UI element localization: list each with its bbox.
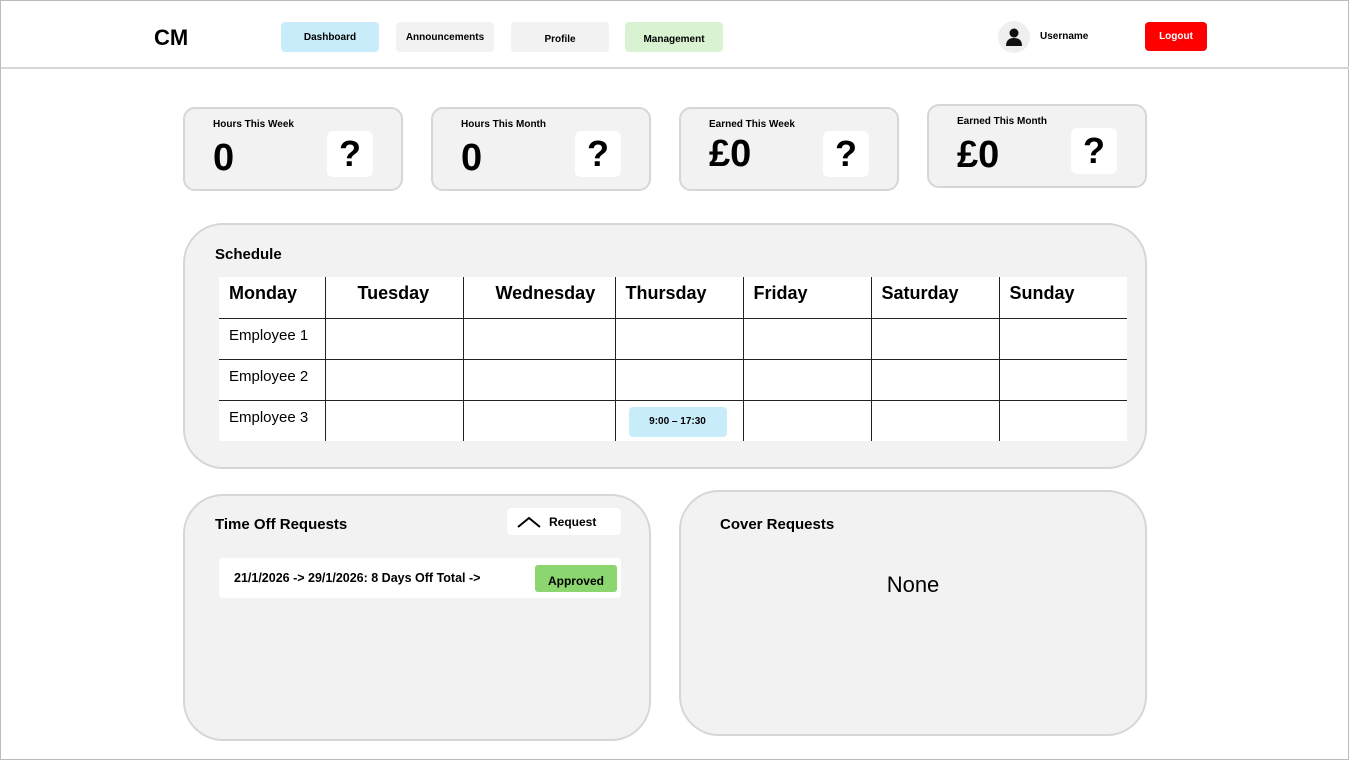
stat-hours-week: Hours This Week 0? [183,107,403,191]
schedule-cell[interactable] [870,358,1000,401]
stat-title: Earned This Week [709,119,795,130]
schedule-cell[interactable]: 9:00 – 17:30 [614,399,744,441]
day-header: Sunday [998,277,1127,319]
list-item[interactable]: 21/1/2026 -> 29/1/2026: 8 Days Off Total… [219,558,621,598]
day-header: Monday [219,277,326,319]
cover-requests-title: Cover Requests [720,516,835,533]
help-icon[interactable]: ? [327,131,373,177]
schedule-cell[interactable] [324,358,464,401]
table-row: Employee 1 [219,317,1127,360]
request-button[interactable]: Request [507,508,621,535]
nav-dashboard[interactable]: Dashboard [281,22,379,52]
stat-value: £0 [957,134,1000,176]
status-badge: Approved [535,565,617,592]
empty-state: None [886,572,940,597]
time-off-dates: 21/1/2026 -> 29/1/2026: 8 Days Off Total… [234,571,481,585]
schedule-cell[interactable] [998,399,1127,441]
stat-value: £0 [709,133,752,175]
logo: CM [154,25,189,50]
schedule-cell[interactable] [742,358,872,401]
help-icon[interactable]: ? [1071,128,1117,174]
user-icon [1006,28,1022,46]
schedule-title: Schedule [215,246,282,263]
stat-earned-month: Earned This Month £0? [927,104,1147,188]
stat-title: Hours This Week [213,119,294,130]
help-icon[interactable]: ? [823,131,869,177]
help-icon[interactable]: ? [575,131,621,177]
employee-name: Employee 2 [219,358,326,401]
schedule-cell[interactable] [462,358,616,401]
schedule-cell[interactable] [614,317,744,360]
stat-title: Earned This Month [957,116,1047,127]
day-header: Saturday [870,277,1000,319]
shift-badge[interactable]: 9:00 – 17:30 [628,406,727,437]
schedule-table: Monday Tuesday Wednesday Thursday Friday… [219,277,1127,441]
schedule-cell[interactable] [998,317,1127,360]
schedule-panel: Schedule Monday Tuesday Wednesday Thursd… [183,223,1147,469]
schedule-cell[interactable] [324,399,464,441]
stat-hours-month: Hours This Month 0? [431,107,651,191]
time-off-panel: Time Off Requests Request 21/1/2026 -> 2… [183,494,651,741]
schedule-cell[interactable] [870,399,1000,441]
stat-earned-week: Earned This Week £0? [679,107,899,191]
day-header: Tuesday [324,277,464,319]
avatar[interactable] [998,21,1030,53]
nav-management[interactable]: Management [625,22,723,52]
day-header: Thursday [614,277,744,319]
employee-name: Employee 3 [219,399,326,441]
stat-value: 0 [461,137,483,179]
logout-button[interactable]: Logout [1145,22,1207,51]
stat-title: Hours This Month [461,119,546,130]
username: Username [1040,31,1089,42]
schedule-cell[interactable] [870,317,1000,360]
day-header: Friday [742,277,872,319]
schedule-cell[interactable] [614,358,744,401]
chevron-up-icon [517,516,541,528]
nav-profile[interactable]: Profile [511,22,609,52]
cover-requests-panel: Cover Requests None [679,490,1147,736]
employee-name: Employee 1 [219,317,326,360]
request-label: Request [549,514,597,529]
day-header: Wednesday [462,277,616,319]
schedule-cell[interactable] [742,399,872,441]
schedule-cell[interactable] [462,399,616,441]
table-row: Employee 3 9:00 – 17:30 [219,399,1127,441]
table-row: Employee 2 [219,358,1127,401]
time-off-title: Time Off Requests [215,516,348,533]
schedule-cell[interactable] [998,358,1127,401]
stat-value: 0 [213,137,235,179]
schedule-cell[interactable] [324,317,464,360]
schedule-cell[interactable] [462,317,616,360]
nav-announcements[interactable]: Announcements [396,22,494,52]
header: CM Dashboard Announcements Profile Manag… [1,1,1349,69]
schedule-cell[interactable] [742,317,872,360]
